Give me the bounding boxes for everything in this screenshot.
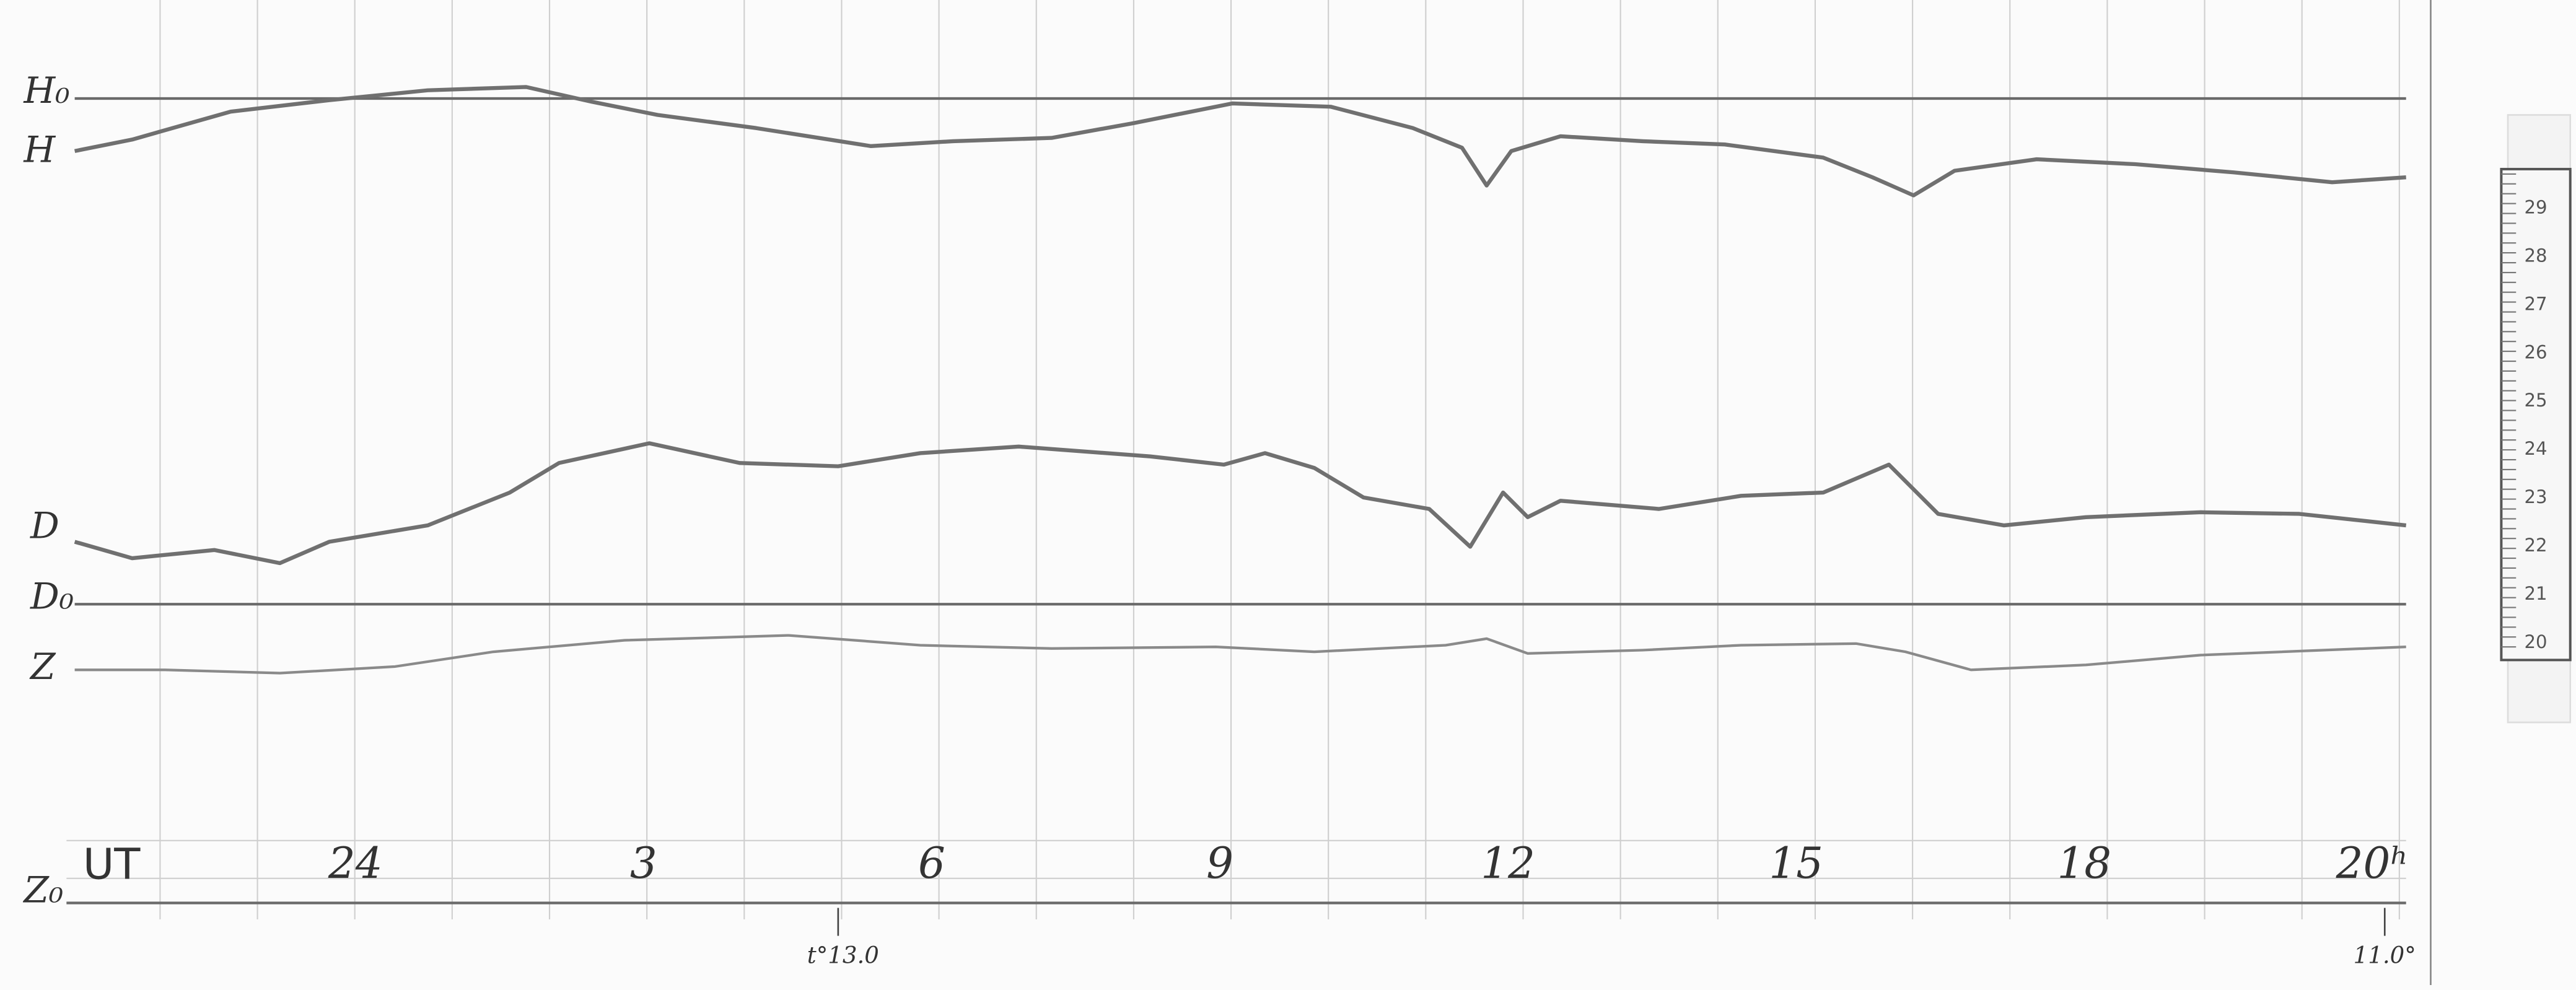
hour-labels: 24 3 6 9 12 15 18 20ʰ (328, 839, 2409, 888)
hour-label: 18 (2057, 839, 2111, 888)
d-trace (74, 441, 2407, 566)
hour-label: 15 (1769, 839, 1823, 888)
temperature-mark: 11.0° (2354, 942, 2416, 968)
d-label: D (30, 504, 59, 546)
temperature-mark: t°13.0 (807, 942, 879, 968)
h-label: H (23, 128, 56, 170)
hour-label: 3 (630, 839, 657, 888)
z-trace (74, 634, 2406, 675)
scale-number: 23 (2525, 486, 2548, 507)
scale-number: 25 (2525, 390, 2548, 411)
scale-number: 22 (2525, 535, 2548, 556)
h-trace (74, 85, 2406, 198)
z-label: Z (29, 646, 56, 688)
hour-label: 20ʰ (2336, 839, 2409, 888)
scale: 29 28 27 26 25 24 23 22 21 20 (2501, 173, 2548, 652)
scale-number: 28 (2525, 245, 2548, 266)
scale-number: 29 (2525, 197, 2548, 218)
scale-number: 26 (2525, 341, 2548, 362)
z0-label: Z₀ (22, 869, 63, 911)
hour-label: 6 (918, 839, 945, 888)
hour-label: 12 (1481, 839, 1535, 888)
scale-number: 20 (2525, 631, 2548, 652)
hour-label: 24 (328, 839, 383, 888)
scale-number: 27 (2525, 293, 2548, 314)
scale-number: 24 (2525, 438, 2548, 459)
d0-label: D₀ (30, 575, 74, 617)
ut-label: UT (83, 839, 141, 889)
scale-number: 21 (2525, 583, 2548, 604)
hour-label: 9 (1206, 839, 1233, 888)
hour-grid (159, 0, 2400, 920)
h0-label: H₀ (23, 69, 69, 112)
